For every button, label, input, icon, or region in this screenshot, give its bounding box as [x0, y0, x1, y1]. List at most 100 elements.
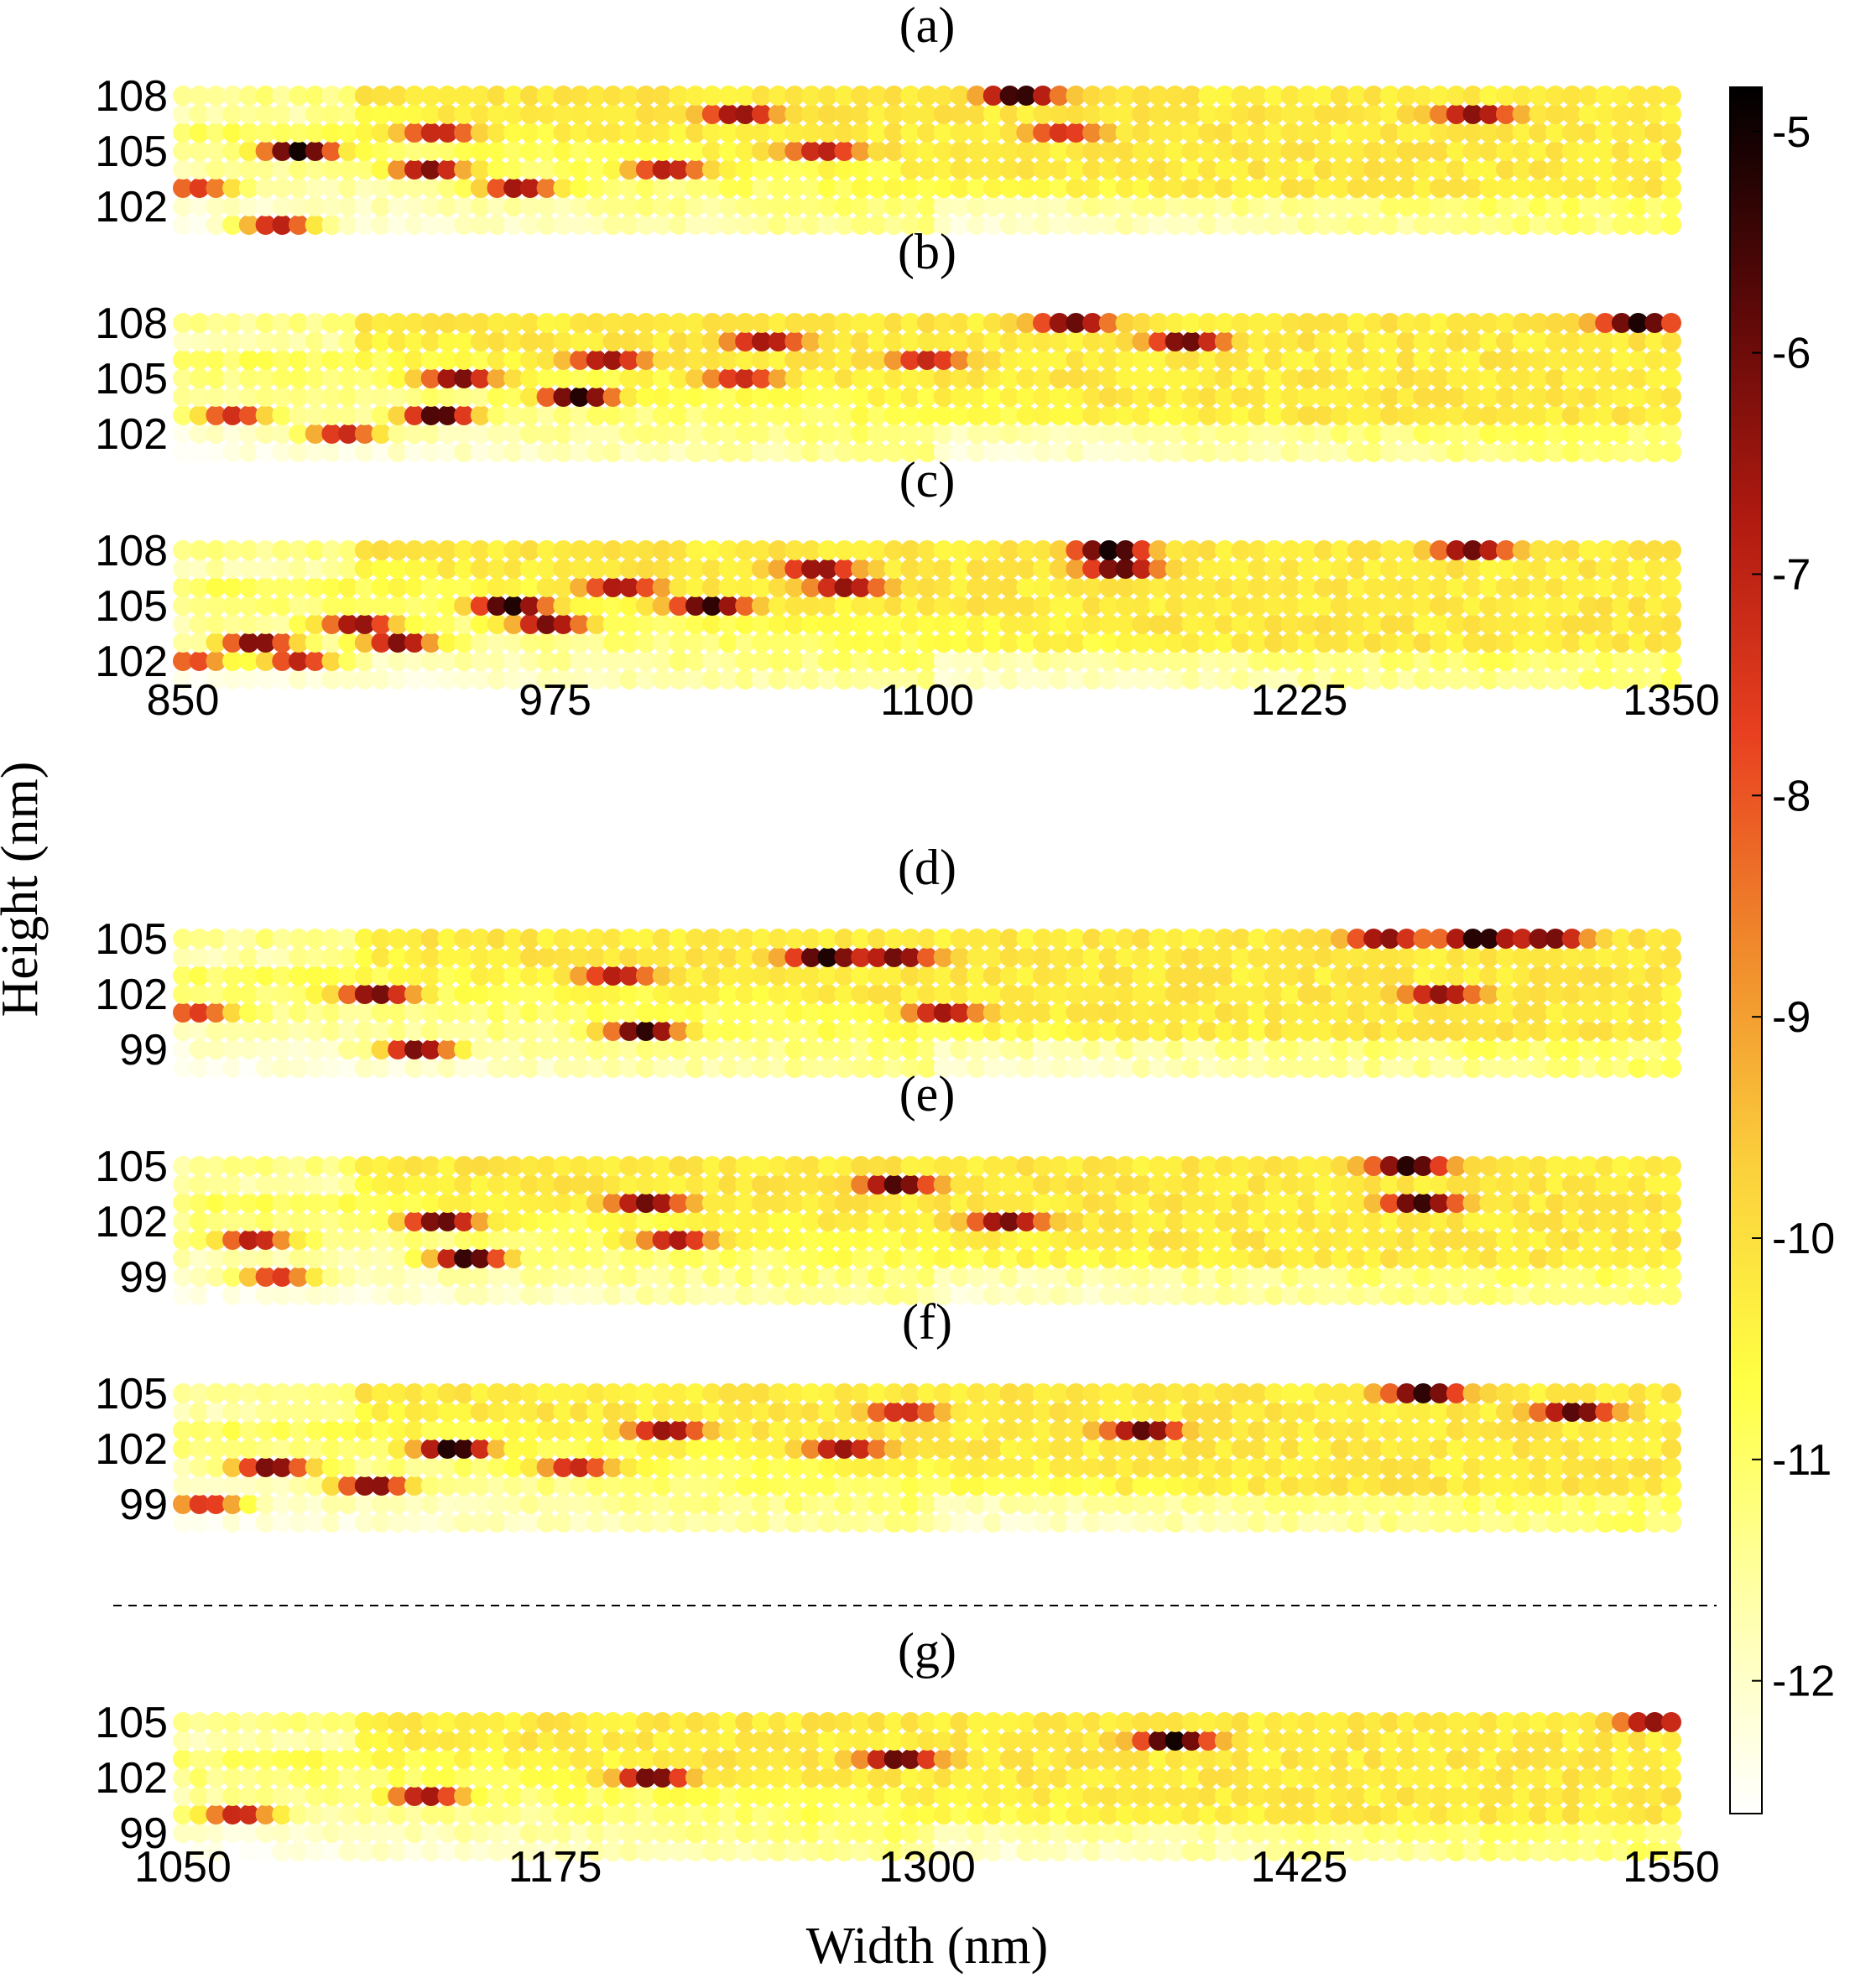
heatmap-cell [1198, 614, 1219, 634]
heatmap-cell [1413, 331, 1434, 351]
heatmap-cell [867, 577, 888, 597]
heatmap-cell [784, 368, 805, 388]
heatmap-cell [272, 387, 293, 407]
heatmap-cell [1115, 159, 1136, 180]
heatmap-cell [1198, 540, 1219, 560]
heatmap-cell [1595, 424, 1616, 444]
heatmap-cell [305, 86, 326, 106]
heatmap-cell [570, 86, 591, 106]
heatmap-cell [189, 540, 210, 560]
heatmap-cell [1628, 313, 1649, 333]
heatmap-cell [1661, 540, 1681, 560]
heatmap-cell [1198, 331, 1219, 351]
heatmap-cell [1446, 141, 1467, 161]
heatmap-cell [470, 350, 491, 370]
heatmap-cell [503, 1058, 524, 1078]
heatmap-cell [470, 331, 491, 351]
heatmap-cell [1479, 368, 1500, 388]
heatmap-cell [735, 159, 756, 180]
heatmap-cell [1462, 614, 1483, 634]
heatmap-cell [735, 614, 756, 634]
y-tick-label: 108 [95, 299, 168, 348]
heatmap-cell [173, 159, 193, 180]
heatmap-cell [487, 596, 508, 616]
heatmap-cell [1379, 368, 1400, 388]
heatmap-cell [371, 424, 392, 444]
heatmap-cell [1330, 442, 1351, 462]
heatmap-cell [321, 215, 342, 235]
heatmap-cell [1595, 178, 1616, 198]
heatmap-cell [751, 104, 772, 124]
heatmap-cell [1149, 122, 1169, 143]
heatmap-cell [1446, 196, 1467, 216]
heatmap-cell [1033, 614, 1053, 634]
heatmap-cell [917, 159, 937, 180]
heatmap-cell [669, 368, 690, 388]
heatmap-cell [173, 331, 193, 351]
heatmap-cell [189, 651, 210, 671]
heatmap-cell [1347, 596, 1368, 616]
heatmap-cell [1231, 387, 1252, 407]
heatmap-cell [1396, 405, 1417, 425]
heatmap-cell [917, 442, 937, 462]
heatmap-cell [1545, 442, 1566, 462]
heatmap-cell [536, 159, 557, 180]
heatmap-cell [933, 614, 954, 634]
heatmap-cell [173, 196, 193, 216]
heatmap-cell [1512, 632, 1533, 653]
heatmap-cell [1430, 104, 1450, 124]
heatmap-cell [718, 577, 739, 597]
heatmap-cell [189, 86, 210, 106]
heatmap-cell [586, 559, 607, 579]
heatmap-cell [669, 159, 690, 180]
heatmap-cell [1379, 86, 1400, 106]
heatmap-cell [1661, 1402, 1681, 1422]
heatmap-cell [321, 614, 342, 634]
heatmap-cell [586, 141, 607, 161]
heatmap-cell [1529, 669, 1550, 690]
heatmap-cell [1661, 1749, 1681, 1769]
heatmap-cell [900, 424, 921, 444]
heatmap-cell [189, 141, 210, 161]
heatmap-cell [1479, 104, 1500, 124]
heatmap-cell [652, 424, 673, 444]
heatmap-cell [635, 651, 656, 671]
heatmap-cell [1462, 196, 1483, 216]
heatmap-cell [999, 577, 1020, 597]
heatmap-cell [1611, 632, 1632, 653]
heatmap-cell [851, 1058, 872, 1078]
heatmap-cell [371, 540, 392, 560]
heatmap-cell [784, 669, 805, 690]
heatmap-cell [1297, 350, 1318, 370]
heatmap-cell [470, 387, 491, 407]
heatmap-cell [933, 313, 954, 333]
heatmap-cell [718, 368, 739, 388]
heatmap-cell [570, 368, 591, 388]
heatmap-cell [503, 614, 524, 634]
heatmap-cell [519, 614, 540, 634]
heatmap-cell [834, 540, 855, 560]
heatmap-cell [1413, 178, 1434, 198]
heatmap-cell [371, 331, 392, 351]
heatmap-cell [1280, 559, 1301, 579]
heatmap-cell [1181, 86, 1202, 106]
heatmap-cell [851, 442, 872, 462]
heatmap-cell [817, 331, 838, 351]
heatmap-cell [1628, 196, 1649, 216]
heatmap-cell [784, 405, 805, 425]
heatmap-cell [933, 368, 954, 388]
heatmap-cell [718, 159, 739, 180]
heatmap-cell [1098, 442, 1119, 462]
heatmap-cell [751, 669, 772, 690]
heatmap-cell [1661, 331, 1681, 351]
heatmap-cell [851, 387, 872, 407]
heatmap-cell [1198, 313, 1219, 333]
heatmap-cell [519, 632, 540, 653]
heatmap-cell [1545, 122, 1566, 143]
heatmap-cell [834, 331, 855, 351]
heatmap-cell [1264, 596, 1285, 616]
heatmap-cell [553, 178, 574, 198]
heatmap-cell [420, 313, 441, 333]
heatmap-cell [470, 86, 491, 106]
heatmap-cell [1495, 577, 1516, 597]
